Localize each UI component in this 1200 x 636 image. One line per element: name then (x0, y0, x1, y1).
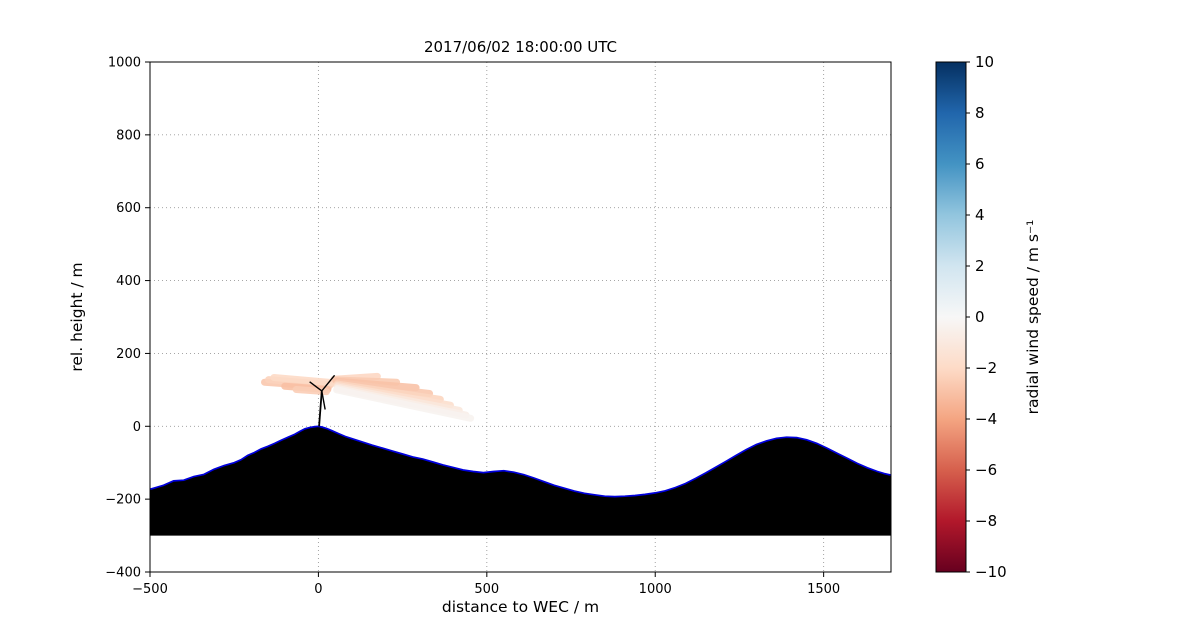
terrain-profile (150, 425, 891, 536)
lidar-beam-fan (261, 372, 475, 422)
colorbar-tick-label: 4 (975, 206, 985, 224)
colorbar: 10 8 6 4 2 0 −2 −4 −6 −8 −10 (935, 53, 1007, 581)
colorbar-tick-label: −2 (975, 359, 997, 377)
colorbar-tick-label: −4 (975, 410, 997, 428)
x-tick-label: 500 (474, 582, 499, 597)
x-tick-label: −500 (132, 582, 168, 597)
axes-frame: −500 0 500 1000 1500 −400 −200 0 200 400 600 800 100… (105, 56, 892, 597)
lidar-beam (333, 386, 475, 422)
x-tick-label: 0 (314, 582, 322, 597)
colorbar-tick-label: 6 (975, 155, 985, 173)
colorbar-tick-label: −10 (975, 563, 1007, 581)
y-tick-label: 0 (133, 420, 141, 435)
plot-title: 2017/06/02 18:00:00 UTC (424, 38, 617, 56)
turbine-tower (318, 390, 323, 427)
colorbar-tick-label: −6 (975, 461, 997, 479)
y-tick-label: 800 (116, 128, 141, 143)
colorbar-tick-label: −8 (975, 512, 997, 530)
colorbar-tick-label: 0 (975, 308, 985, 326)
turbine-blade (321, 390, 326, 410)
colorbar-tick-label: 2 (975, 257, 985, 275)
wind-turbine (309, 374, 336, 427)
lidar-beam (270, 373, 337, 387)
turbine-blade (321, 374, 336, 392)
terrain-surface-line (150, 425, 891, 498)
terrain-fill (150, 426, 891, 536)
x-axis-label: distance to WEC / m (442, 598, 599, 616)
y-tick-label: 400 (116, 274, 141, 289)
x-tick-label: 1500 (807, 582, 840, 597)
y-tick-label: −400 (105, 566, 141, 581)
y-tick-label: 200 (116, 347, 141, 362)
plot-border (149, 61, 892, 573)
y-tick-label: −200 (105, 493, 141, 508)
colorbar-tick-label: 10 (975, 53, 994, 71)
colorbar-tick-label: 8 (975, 104, 985, 122)
y-axis-label: rel. height / m (68, 262, 86, 371)
colorbar-bar (935, 61, 967, 573)
y-tick-label: 1000 (108, 56, 141, 71)
x-tick-label: 1000 (639, 582, 672, 597)
y-tick-label: 600 (116, 201, 141, 216)
turbine-blade (309, 381, 323, 392)
colorbar-label: radial wind speed / m s⁻¹ (1024, 220, 1042, 415)
